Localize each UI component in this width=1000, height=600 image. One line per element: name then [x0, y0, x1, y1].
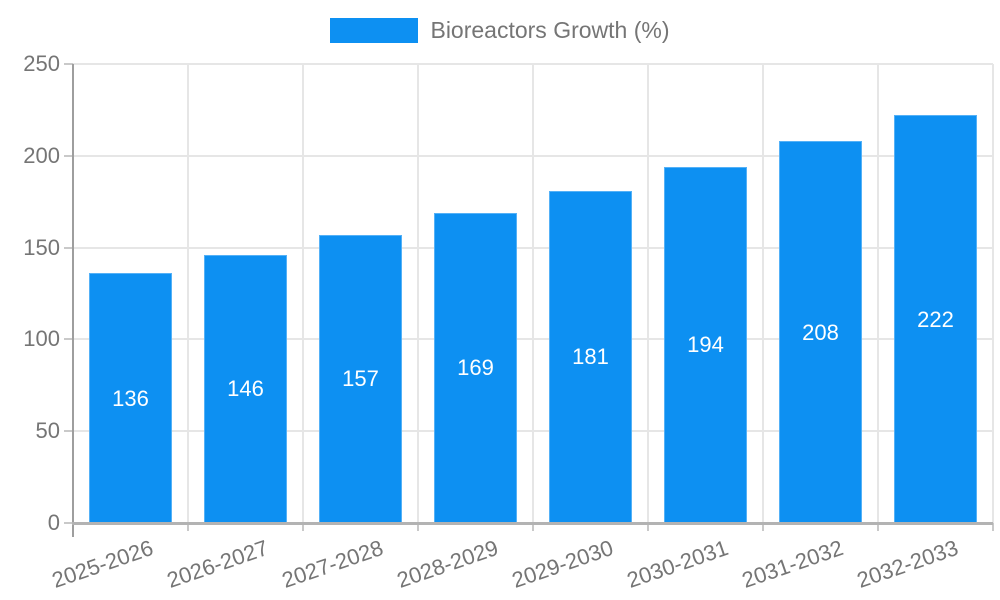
x-axis-tick [992, 523, 994, 531]
x-axis-tick [647, 523, 649, 531]
bar-value-label: 181 [572, 344, 609, 370]
x-axis-tick [187, 523, 189, 531]
y-axis-tick [64, 246, 73, 249]
legend-label: Bioreactors Growth (%) [430, 17, 670, 43]
y-axis-tick [64, 338, 73, 341]
x-gridline [647, 64, 649, 523]
bar[interactable]: 194 [664, 166, 747, 523]
bar[interactable]: 136 [89, 273, 172, 523]
x-axis-label: 2028-2029 [394, 535, 502, 593]
bar[interactable]: 208 [779, 141, 862, 523]
x-axis-label: 2025-2026 [49, 535, 157, 593]
x-axis-tick [877, 523, 879, 531]
bar[interactable]: 157 [319, 234, 402, 523]
x-axis-label: 2032-2033 [854, 535, 962, 593]
x-axis-label: 2031-2032 [739, 535, 847, 593]
x-gridline [762, 64, 764, 523]
x-axis-label: 2030-2031 [624, 535, 732, 593]
bar-value-label: 157 [342, 366, 379, 392]
x-axis-line [72, 522, 993, 525]
bar-value-label: 222 [917, 306, 954, 332]
x-axis-tick [417, 523, 419, 531]
y-axis-label: 150 [23, 234, 60, 260]
x-axis-label: 2029-2030 [509, 535, 617, 593]
y-axis-label: 50 [35, 418, 60, 444]
y-axis-tick [64, 430, 73, 433]
bar[interactable]: 181 [549, 190, 632, 523]
y-axis-line [72, 64, 74, 537]
plot-area: 136 146 157 169 181 194 208 222 0 50 100 150 200 250… [23, 51, 994, 593]
y-axis-tick [64, 154, 73, 157]
x-axis-tick [302, 523, 304, 531]
y-axis-label: 100 [23, 326, 60, 352]
x-gridline [877, 64, 879, 523]
x-gridline [992, 64, 994, 523]
x-gridline [187, 64, 189, 523]
x-axis-label: 2027-2028 [279, 535, 387, 593]
bar[interactable]: 222 [894, 115, 977, 523]
bar-value-label: 208 [802, 319, 839, 345]
x-axis-label: 2026-2027 [164, 535, 272, 593]
y-axis-tick [64, 522, 73, 524]
y-axis-tick [64, 63, 73, 65]
bar-value-label: 136 [112, 385, 149, 411]
x-axis-tick [532, 523, 534, 531]
bar[interactable]: 146 [204, 254, 287, 523]
bar-value-label: 169 [457, 355, 494, 381]
bar-value-label: 194 [687, 332, 724, 358]
x-gridline [532, 64, 534, 523]
bar[interactable]: 169 [434, 212, 517, 523]
y-axis-label: 0 [47, 510, 60, 535]
bar-value-label: 146 [227, 376, 264, 402]
x-gridline [302, 64, 304, 523]
legend[interactable]: Bioreactors Growth (%) [0, 18, 1000, 43]
y-axis-label: 200 [23, 142, 60, 168]
x-axis-tick [762, 523, 764, 531]
y-axis-label: 250 [23, 51, 60, 76]
legend-swatch[interactable] [330, 18, 419, 43]
x-gridline [417, 64, 419, 523]
